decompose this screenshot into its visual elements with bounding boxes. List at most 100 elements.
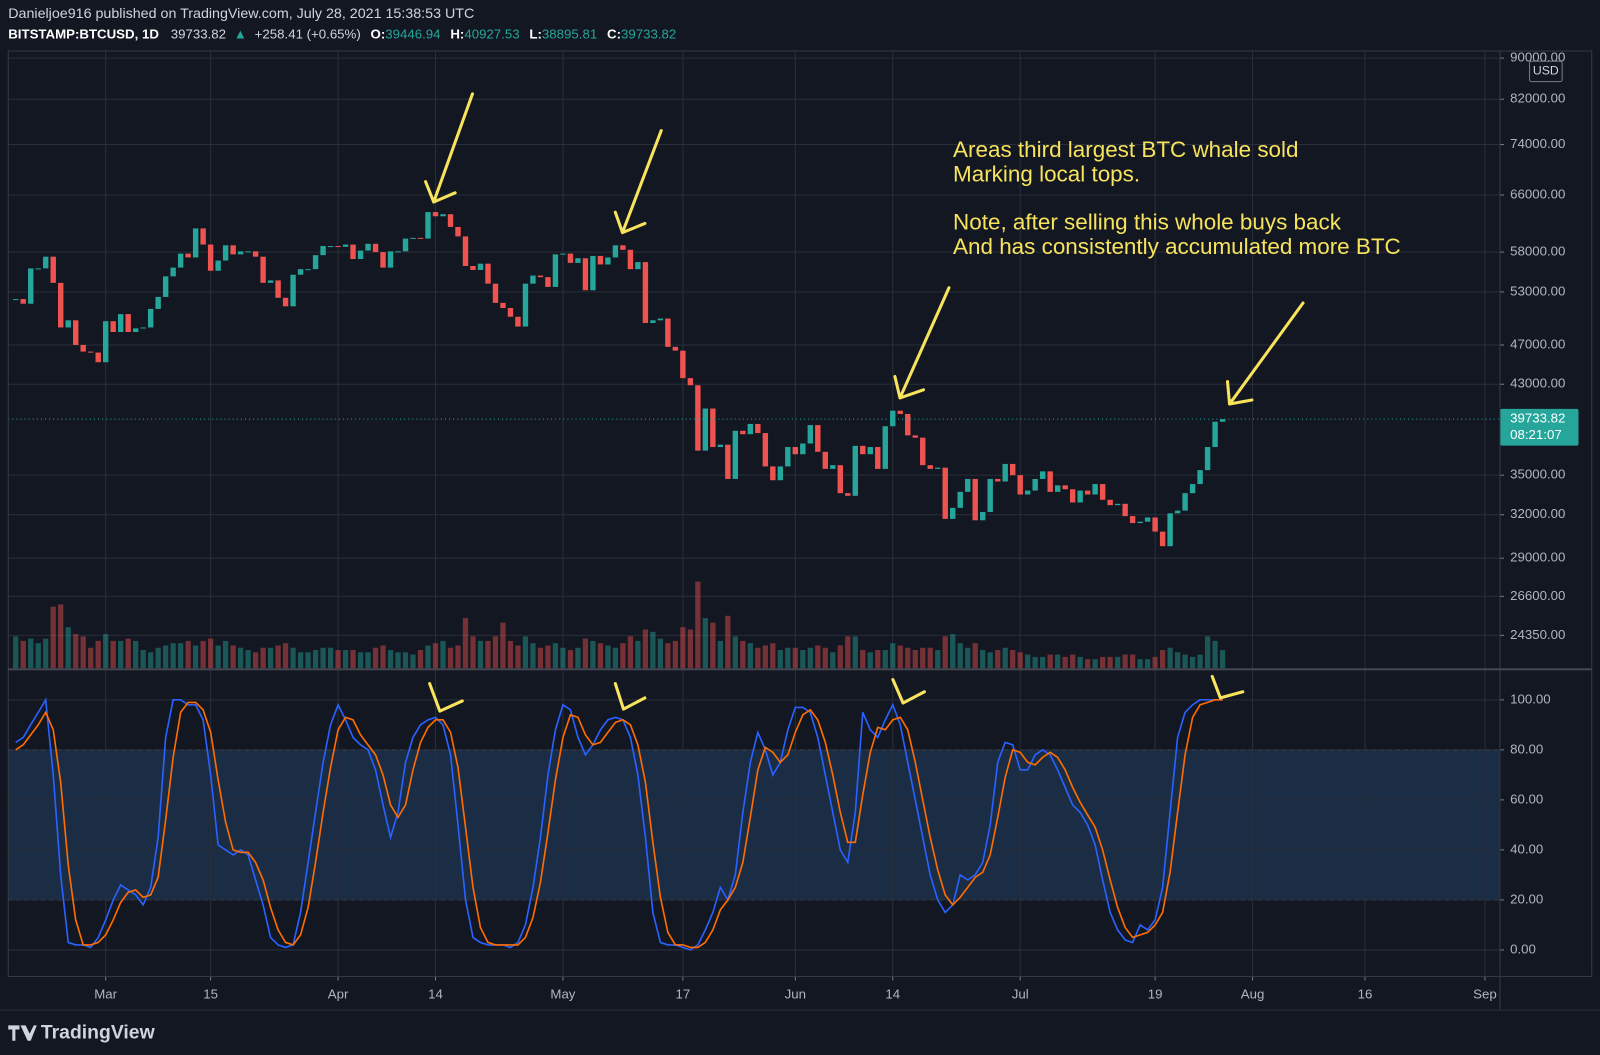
y-tick-label: 66000.00 — [1510, 187, 1565, 202]
candle — [170, 267, 176, 277]
volume-bar — [28, 638, 34, 669]
candle — [230, 245, 236, 255]
volume-bar — [1144, 659, 1151, 669]
ohlc-label: L: — [529, 26, 542, 41]
volume-bar — [567, 650, 574, 669]
arrow — [428, 682, 464, 713]
volume-bar — [20, 640, 26, 669]
candle — [215, 260, 221, 271]
x-tick-label: 14 — [885, 986, 900, 1001]
volume-bar — [1092, 659, 1098, 669]
candle — [770, 466, 776, 481]
candle — [1144, 517, 1151, 522]
candle — [440, 214, 446, 217]
volume-bar — [620, 643, 626, 669]
candle — [1152, 517, 1158, 532]
countdown: 08:21:07 — [1510, 427, 1562, 442]
y-tick-label: 82000.00 — [1510, 91, 1565, 106]
change: +258.41 (+0.65%) — [255, 26, 361, 41]
volume-bar — [582, 638, 589, 669]
x-tick-label: 16 — [1358, 986, 1373, 1001]
ohlc-value: 40927.53 — [464, 26, 519, 41]
candle — [590, 255, 596, 291]
volume-bar — [1010, 650, 1016, 669]
x-tick-label: 19 — [1148, 986, 1163, 1001]
candle — [252, 251, 259, 257]
candle — [1137, 521, 1143, 524]
x-tick-label: 14 — [428, 986, 443, 1001]
volume-bar — [927, 647, 933, 669]
volume-bar — [515, 645, 521, 669]
candle — [522, 283, 529, 327]
volume-bar — [215, 645, 221, 669]
candle — [605, 257, 611, 265]
x-tick-label: Apr — [328, 986, 349, 1001]
annotation-line: Note, after selling this whole buys back — [953, 209, 1342, 234]
volume-bar — [267, 647, 274, 669]
candle — [245, 251, 251, 253]
candle — [50, 256, 56, 283]
volume-bar — [1107, 656, 1113, 669]
y-tick-label: 47000.00 — [1510, 336, 1565, 351]
candle — [1189, 484, 1196, 494]
currency: USD — [1533, 64, 1559, 78]
volume-bar — [1002, 647, 1008, 669]
candle — [73, 320, 79, 345]
arrow — [424, 92, 475, 204]
frame — [7, 50, 1593, 977]
volume-bar — [88, 647, 94, 669]
volume-bar — [237, 647, 244, 669]
volume-bar — [485, 640, 491, 669]
volume-bar — [1130, 654, 1136, 669]
volume-bar — [372, 647, 379, 669]
volume-bar — [530, 643, 536, 669]
volume-bar — [702, 618, 708, 669]
y-tick-label: 29000.00 — [1510, 550, 1565, 565]
volume-bar — [455, 645, 461, 669]
candle — [432, 212, 439, 217]
y-tick-label: 26600.00 — [1510, 588, 1565, 603]
volume-bar — [365, 652, 371, 669]
candle — [207, 244, 214, 271]
volume-bar — [178, 643, 184, 669]
volume-bar — [605, 645, 611, 669]
candle — [792, 447, 799, 455]
volume-bar — [612, 647, 619, 669]
candle — [43, 256, 49, 269]
y-tick-label: 0.00 — [1510, 941, 1536, 956]
last-price: 39733.82 — [171, 26, 226, 41]
arrow — [1210, 674, 1245, 700]
volume-bar — [1047, 654, 1053, 669]
candle — [935, 467, 941, 469]
volume-bar — [35, 643, 41, 669]
candle — [1114, 503, 1121, 506]
y-tick-label: 43000.00 — [1510, 376, 1565, 391]
volume-bar — [710, 622, 716, 669]
candle — [1182, 493, 1188, 511]
candle — [1212, 421, 1218, 448]
arrow — [613, 129, 663, 235]
arrow — [891, 677, 927, 705]
volume-bar — [725, 615, 731, 669]
candle — [1069, 489, 1076, 503]
candle — [575, 258, 581, 263]
volume-bar — [395, 652, 401, 669]
volume-bar — [290, 647, 296, 669]
volume-bar — [717, 640, 723, 669]
candle — [875, 447, 881, 469]
symbol: BITSTAMP:BTCUSD, 1D — [8, 26, 159, 41]
volume-bar — [597, 643, 604, 669]
volume-bar — [920, 647, 926, 669]
volume-bar — [1077, 656, 1083, 669]
x-tick-label: May — [550, 986, 575, 1001]
volume-bar — [417, 650, 424, 669]
oscillator-line — [15, 697, 1223, 951]
candle — [305, 269, 311, 271]
volume-bar — [657, 638, 664, 669]
brand: TradingView — [41, 1022, 156, 1044]
volume-bar — [58, 604, 64, 669]
candle — [717, 444, 724, 448]
volume-bar — [1167, 647, 1173, 669]
volume-bar — [800, 650, 806, 669]
candle — [1047, 471, 1053, 492]
